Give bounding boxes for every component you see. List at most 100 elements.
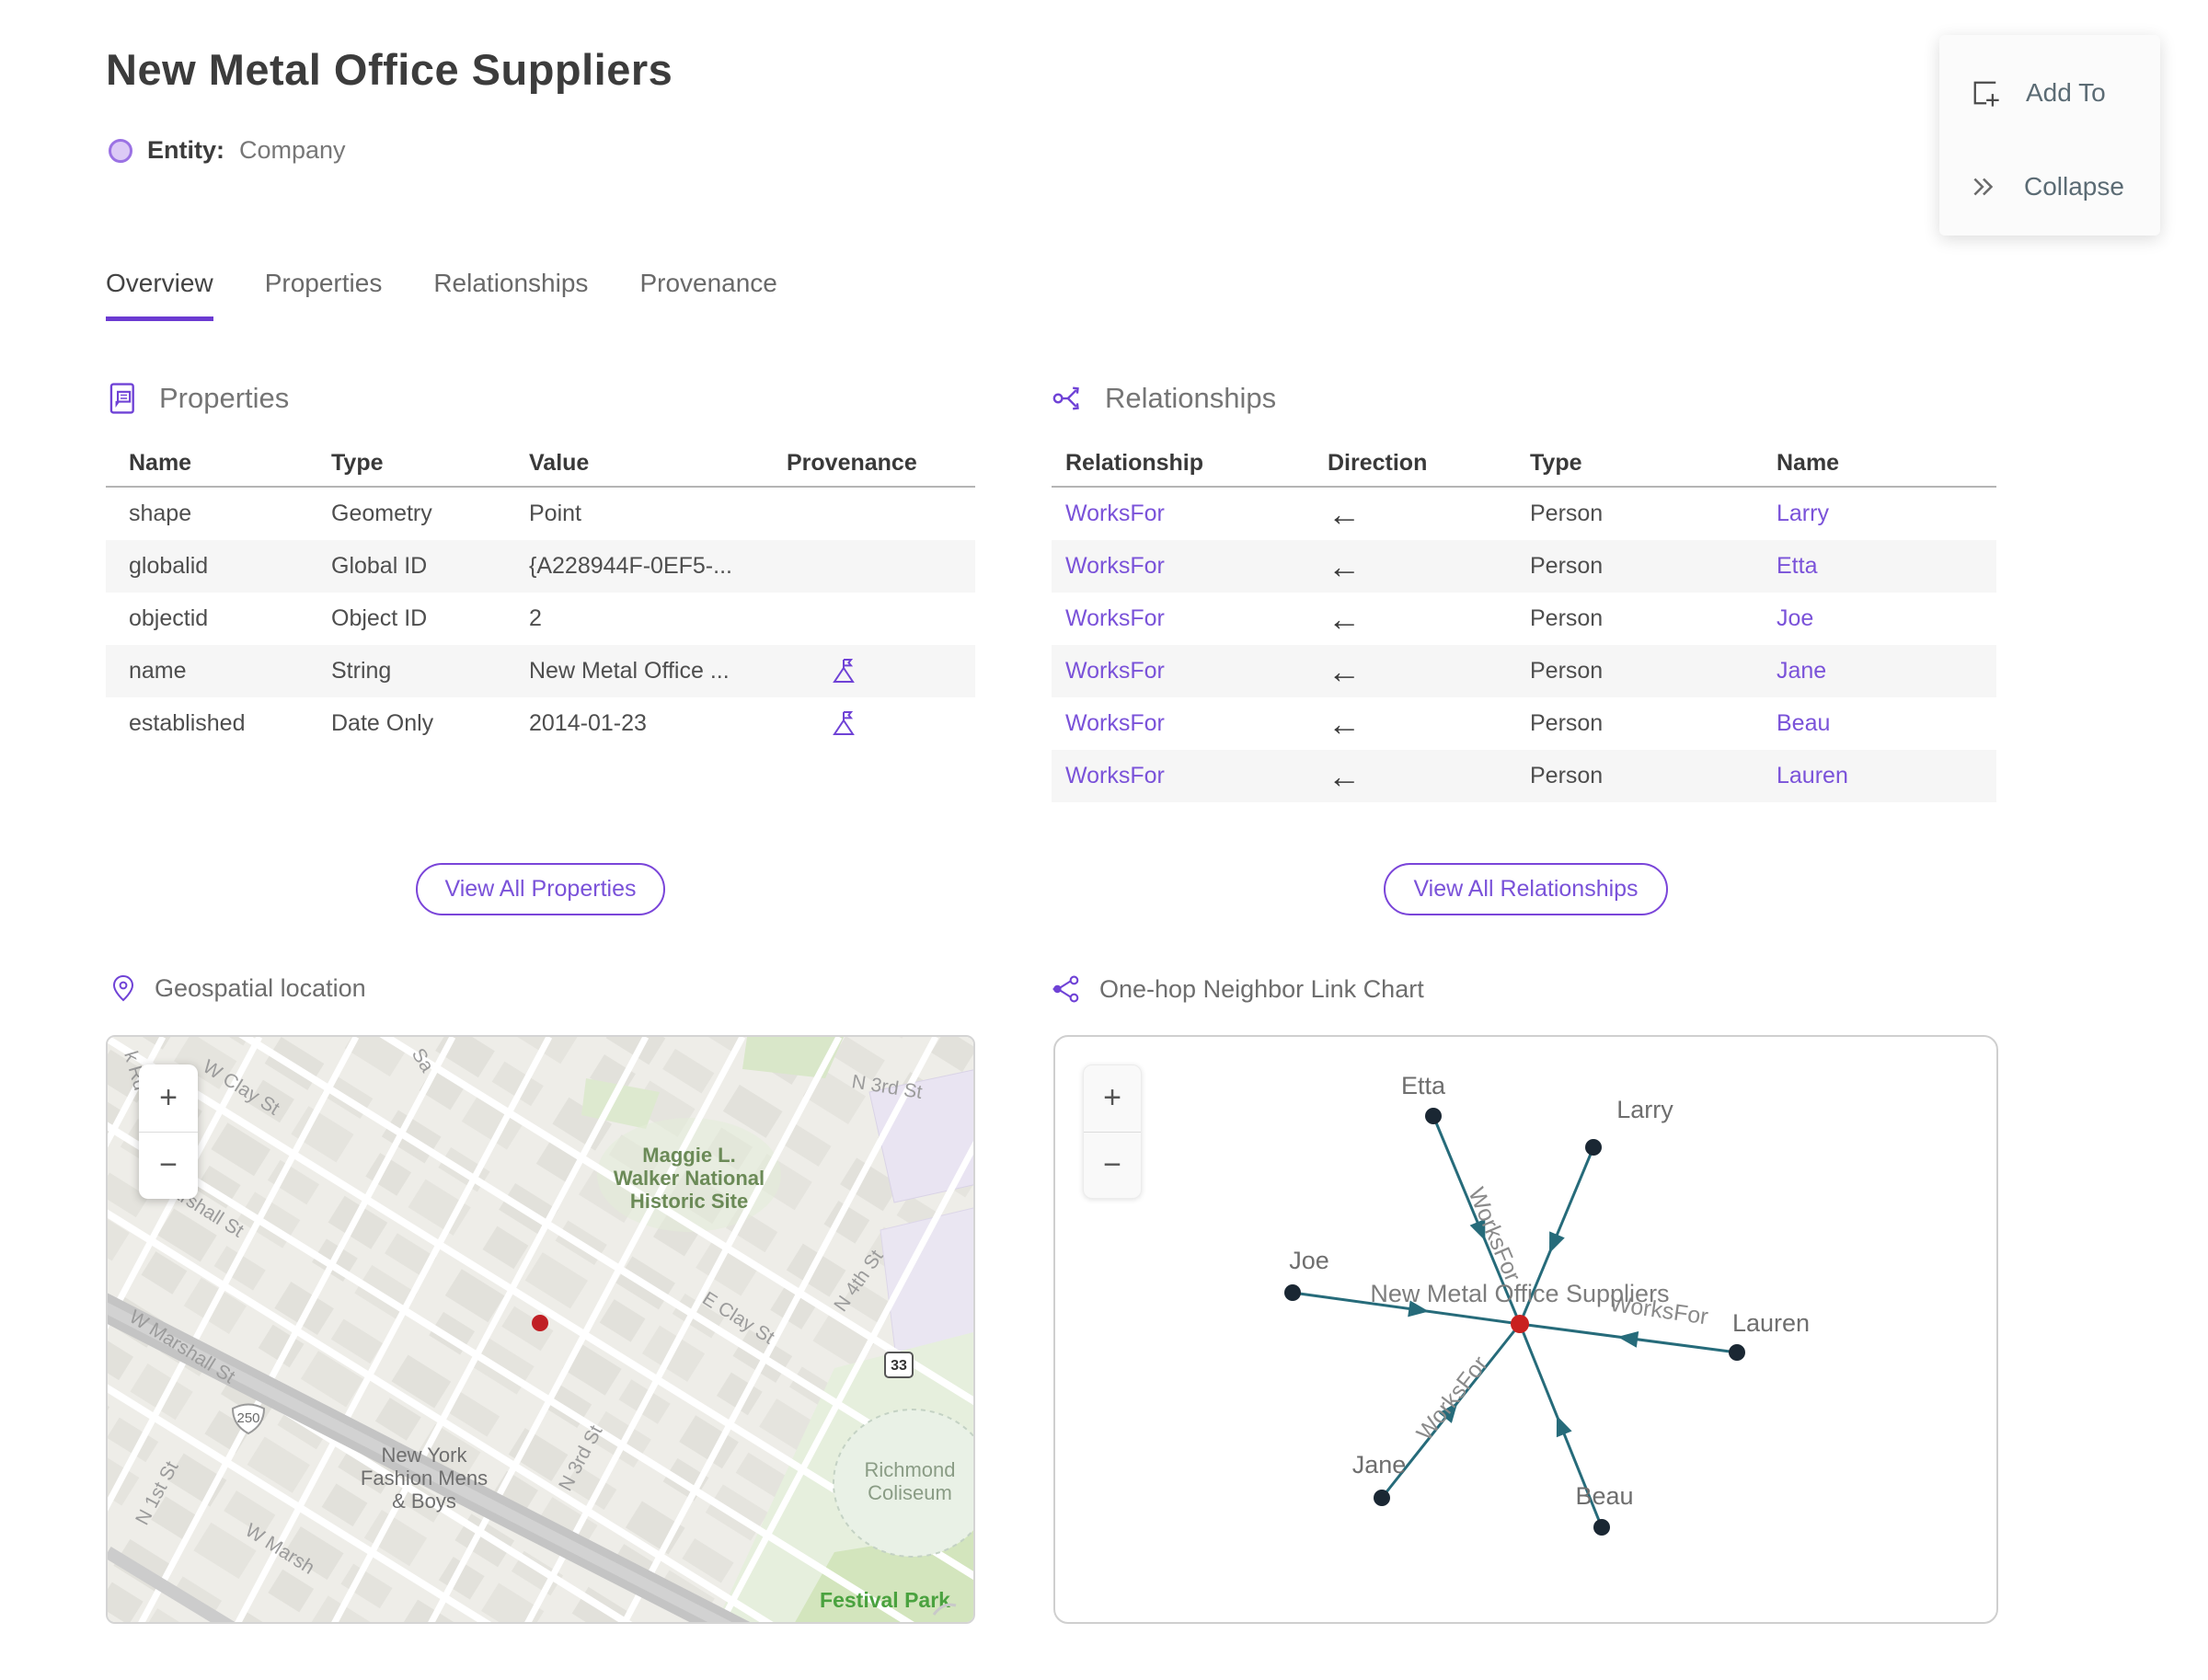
table-row: name String New Metal Office ... bbox=[106, 645, 975, 697]
map-coliseum-label: Richmond Coliseum bbox=[864, 1458, 955, 1504]
tab-bar: Overview Properties Relationships Proven… bbox=[106, 269, 777, 321]
svg-text:Fashion Mens: Fashion Mens bbox=[361, 1467, 488, 1490]
map-green-area bbox=[742, 1037, 844, 1078]
edge-arrowheads bbox=[1408, 1218, 1639, 1438]
entity-type-icon bbox=[109, 138, 132, 163]
tab-provenance[interactable]: Provenance bbox=[639, 269, 777, 297]
properties-section-title: Properties bbox=[159, 382, 290, 414]
zoom-out-button[interactable]: − bbox=[159, 1147, 178, 1183]
collapse-button[interactable]: Collapse bbox=[1969, 171, 2124, 202]
map-historic-site-label: Maggie L. Walker National Historic Site bbox=[614, 1144, 765, 1213]
provenance-flag-icon[interactable] bbox=[831, 657, 860, 686]
map-zoom-control: + − bbox=[139, 1064, 198, 1199]
provenance-flag-icon[interactable] bbox=[831, 709, 860, 739]
relationships-section-title: Relationships bbox=[1105, 382, 1277, 414]
chevrons-right-icon bbox=[1973, 178, 1994, 196]
actions-card: Add To Collapse bbox=[1939, 35, 2160, 236]
properties-table-header: Name Type Value Provenance bbox=[106, 440, 975, 488]
relationship-link[interactable]: WorksFor bbox=[1065, 501, 1165, 526]
link-chart[interactable]: WorksFor WorksFor WorksFor Etta Larry Jo… bbox=[1053, 1035, 1998, 1624]
direction-arrow: ← bbox=[1328, 599, 1361, 638]
direction-arrow: ← bbox=[1328, 756, 1361, 795]
route-shield-250: 250 bbox=[231, 1403, 266, 1435]
svg-text:Jane: Jane bbox=[1352, 1451, 1407, 1479]
entity-label: Entity: bbox=[147, 136, 224, 164]
col-name: Name bbox=[129, 449, 192, 476]
geospatial-map[interactable]: k Rd Sa W Clay St arshall St W Marshall … bbox=[106, 1035, 975, 1624]
col-name: Name bbox=[1777, 449, 1840, 476]
map-store-label: New York Fashion Mens & Boys bbox=[361, 1444, 488, 1513]
relationships-table: Relationship Direction Type Name WorksFo… bbox=[1052, 440, 1996, 802]
svg-text:Lauren: Lauren bbox=[1732, 1309, 1810, 1337]
relationship-link[interactable]: WorksFor bbox=[1065, 763, 1165, 788]
entity-link[interactable]: Jane bbox=[1777, 658, 1827, 684]
col-type: Type bbox=[1530, 449, 1582, 476]
link-chart-section-title: One-hop Neighbor Link Chart bbox=[1099, 974, 1424, 1003]
entity-row: Entity: Company bbox=[109, 136, 346, 165]
relationship-link[interactable]: WorksFor bbox=[1065, 605, 1165, 631]
table-row: WorksFor ← Person Lauren bbox=[1052, 750, 1996, 802]
table-row: WorksFor ← Person Larry bbox=[1052, 488, 1996, 540]
node-center-company[interactable] bbox=[1511, 1315, 1529, 1333]
entity-link[interactable]: Joe bbox=[1777, 605, 1814, 631]
table-row: globalid Global ID {A228944F-0EF5-... bbox=[106, 540, 975, 593]
svg-text:Richmond: Richmond bbox=[864, 1458, 955, 1481]
properties-table: Name Type Value Provenance shape Geometr… bbox=[106, 440, 975, 750]
col-value: Value bbox=[529, 449, 590, 476]
table-row: established Date Only 2014-01-23 bbox=[106, 697, 975, 750]
tab-properties[interactable]: Properties bbox=[264, 269, 383, 297]
map-rail-band bbox=[108, 1547, 236, 1622]
table-row: WorksFor ← Person Etta bbox=[1052, 540, 1996, 593]
entity-link[interactable]: Etta bbox=[1777, 553, 1818, 579]
entity-link[interactable]: Beau bbox=[1777, 710, 1831, 736]
table-row: shape Geometry Point bbox=[129, 501, 581, 526]
properties-icon bbox=[109, 383, 134, 414]
svg-text:33: 33 bbox=[891, 1358, 907, 1374]
entity-type-value: Company bbox=[239, 136, 346, 164]
view-all-relationships-button[interactable]: View All Relationships bbox=[1384, 863, 1668, 915]
view-all-properties-button[interactable]: View All Properties bbox=[415, 863, 666, 915]
zoom-in-button[interactable]: + bbox=[1103, 1080, 1121, 1116]
zoom-in-button[interactable]: + bbox=[159, 1079, 178, 1115]
svg-text:WorksFor: WorksFor bbox=[1463, 1184, 1525, 1285]
geospatial-section-title: Geospatial location bbox=[155, 973, 366, 1002]
relationships-icon bbox=[1052, 386, 1079, 410]
svg-text:Maggie L.: Maggie L. bbox=[642, 1144, 735, 1167]
relationships-section-header: Relationships bbox=[1052, 381, 1276, 416]
center-node-label: New Metal Office Suppliers bbox=[1370, 1280, 1669, 1307]
svg-text:WorksFor: WorksFor bbox=[1411, 1352, 1492, 1445]
relationship-link[interactable]: WorksFor bbox=[1065, 553, 1165, 579]
relationships-table-header: Relationship Direction Type Name bbox=[1052, 440, 1996, 488]
direction-arrow: ← bbox=[1328, 651, 1361, 690]
tab-relationships[interactable]: Relationships bbox=[433, 269, 589, 297]
map-lavender-area bbox=[868, 1069, 973, 1203]
col-type: Type bbox=[331, 449, 384, 476]
add-to-button[interactable]: Add To bbox=[1969, 76, 2106, 109]
node-joe[interactable] bbox=[1284, 1284, 1301, 1301]
location-marker[interactable] bbox=[532, 1315, 548, 1331]
map-canvas[interactable]: k Rd Sa W Clay St arshall St W Marshall … bbox=[108, 1037, 975, 1624]
node-lauren[interactable] bbox=[1729, 1344, 1745, 1361]
node-larry[interactable] bbox=[1585, 1139, 1602, 1156]
map-highway-center bbox=[108, 1302, 732, 1622]
tab-overview[interactable]: Overview bbox=[106, 269, 213, 321]
col-provenance: Provenance bbox=[787, 449, 917, 476]
collapse-label: Collapse bbox=[2024, 172, 2124, 201]
svg-text:Beau: Beau bbox=[1575, 1482, 1633, 1510]
relationship-link[interactable]: WorksFor bbox=[1065, 710, 1165, 736]
entity-link[interactable]: Lauren bbox=[1777, 763, 1848, 788]
node-jane[interactable] bbox=[1374, 1490, 1390, 1506]
entity-link[interactable]: Larry bbox=[1777, 501, 1829, 526]
direction-arrow: ← bbox=[1328, 547, 1361, 585]
properties-section-header: Properties bbox=[106, 381, 289, 416]
table-row: WorksFor ← Person Joe bbox=[1052, 593, 1996, 645]
link-chart-canvas[interactable]: WorksFor WorksFor WorksFor Etta Larry Jo… bbox=[1055, 1037, 1998, 1624]
table-row: WorksFor ← Person Beau bbox=[1052, 697, 1996, 750]
svg-text:Walker National: Walker National bbox=[614, 1167, 765, 1190]
relationship-link[interactable]: WorksFor bbox=[1065, 658, 1165, 684]
map-pin-icon bbox=[112, 974, 134, 1002]
zoom-out-button[interactable]: − bbox=[1103, 1146, 1121, 1182]
node-etta[interactable] bbox=[1425, 1108, 1442, 1124]
node-beau[interactable] bbox=[1593, 1519, 1610, 1536]
